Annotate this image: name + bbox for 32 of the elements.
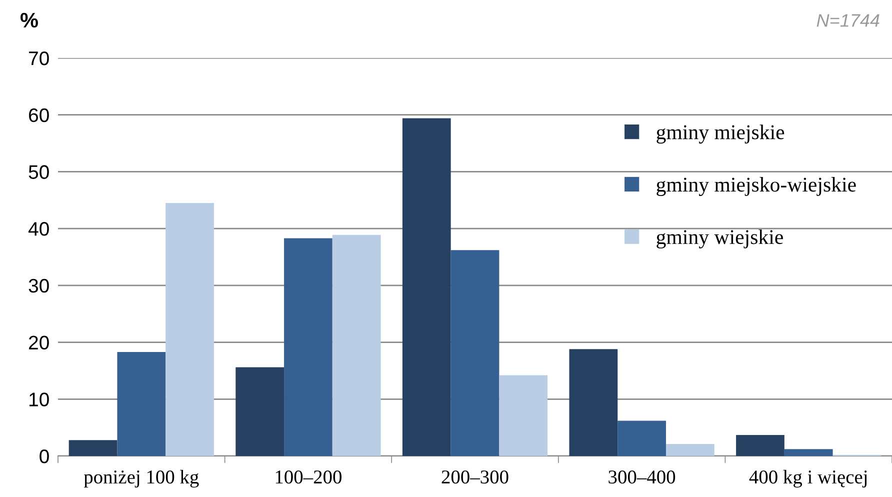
y-tick-label: 30 — [28, 278, 49, 293]
y-tick-label: 0 — [40, 449, 49, 464]
y-tick-label: 60 — [29, 108, 49, 122]
x-tick-label: 100–200 — [276, 470, 342, 484]
bar — [117, 352, 166, 456]
bar — [236, 367, 284, 456]
legend-label: gminy miejskie — [656, 124, 784, 144]
y-tick-label: 20 — [29, 336, 49, 350]
text: N=1744 — [816, 14, 880, 27]
bar — [499, 375, 548, 456]
y-tick-label: 70 — [29, 51, 49, 66]
y-tick-label: 50 — [28, 165, 49, 179]
bar — [68, 440, 118, 456]
bar — [736, 434, 784, 456]
x-tick-label: 400 kg i więcej — [749, 470, 867, 488]
bar — [402, 118, 451, 456]
bar — [166, 202, 214, 456]
bar — [332, 234, 381, 456]
x-tick-label: 300–400 — [608, 470, 676, 484]
legend-label: gminy miejsko-wiejskie — [656, 177, 856, 196]
bar — [618, 420, 666, 456]
bar — [284, 238, 332, 456]
bar — [784, 449, 833, 456]
bar — [450, 250, 500, 456]
y-axis-title: % — [20, 12, 38, 28]
bar — [666, 444, 714, 456]
legend-label: gminy wiejskie — [656, 229, 783, 248]
x-tick-label: 200–300 — [442, 470, 508, 484]
y-tick-label: 40 — [28, 222, 49, 236]
bar — [569, 349, 618, 456]
y-tick-label: 10 — [30, 392, 49, 406]
x-tick-label: poniżej 100 kg — [84, 470, 199, 488]
